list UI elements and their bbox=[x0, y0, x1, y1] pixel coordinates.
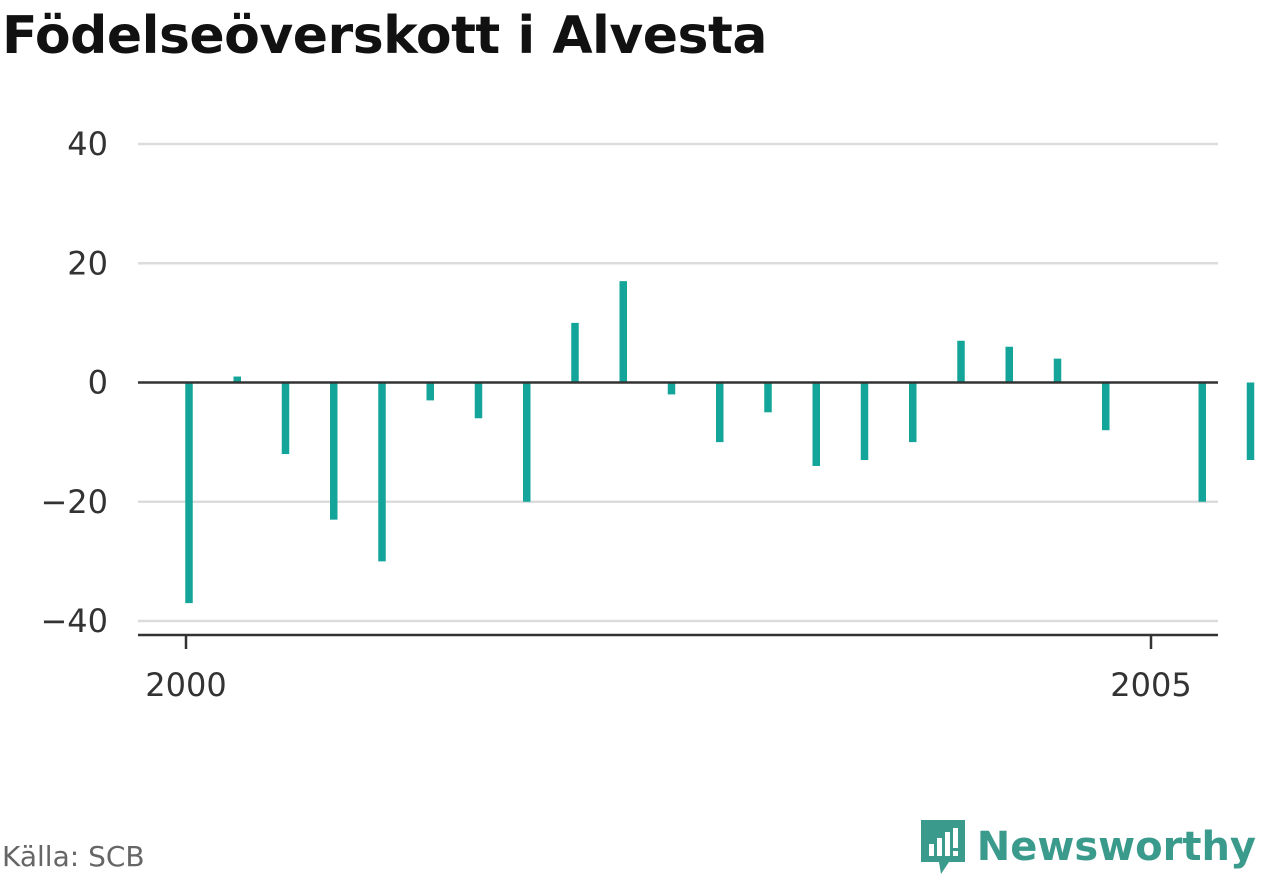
y-tick-label: −40 bbox=[40, 602, 108, 640]
y-tick-label: −20 bbox=[40, 483, 108, 521]
bar bbox=[474, 382, 483, 419]
bar bbox=[909, 382, 917, 443]
brand-logo[interactable]: Newsworthy bbox=[919, 818, 1256, 876]
axes bbox=[138, 381, 1218, 649]
bar bbox=[619, 281, 627, 383]
bar bbox=[1102, 382, 1110, 431]
bar bbox=[1198, 382, 1206, 502]
bar bbox=[1246, 382, 1255, 461]
x-tick-label: 2005 bbox=[1110, 666, 1191, 704]
bar bbox=[1053, 358, 1062, 383]
newsworthy-logo-icon bbox=[920, 820, 965, 874]
y-tick-label: 20 bbox=[67, 244, 108, 282]
bar bbox=[716, 382, 724, 443]
page-title: Födelseöverskott i Alvesta bbox=[2, 6, 767, 66]
bar bbox=[185, 382, 193, 604]
bar bbox=[571, 322, 579, 383]
x-tick-labels: 200020052010201520202025 bbox=[145, 666, 1191, 704]
brand-name: Newsworthy bbox=[976, 824, 1256, 870]
bar bbox=[281, 382, 290, 455]
x-tick-label: 2000 bbox=[145, 666, 226, 704]
source-label: Källa: SCB bbox=[2, 840, 145, 873]
y-tick-label: 0 bbox=[88, 364, 108, 402]
grid-lines bbox=[138, 142, 1218, 623]
bar bbox=[957, 340, 965, 383]
bar bbox=[426, 382, 434, 401]
bar bbox=[523, 382, 531, 502]
bar bbox=[1005, 346, 1013, 383]
y-tick-labels: 40 20 0 −20 −40 bbox=[40, 125, 108, 640]
bar bbox=[667, 382, 676, 395]
bar bbox=[860, 382, 869, 461]
bar bbox=[812, 382, 820, 466]
y-tick-label: 40 bbox=[67, 125, 108, 163]
bar bbox=[378, 382, 386, 562]
bar bbox=[764, 382, 772, 413]
bar bbox=[330, 382, 338, 520]
bars bbox=[185, 281, 1255, 604]
bar bbox=[233, 376, 241, 383]
